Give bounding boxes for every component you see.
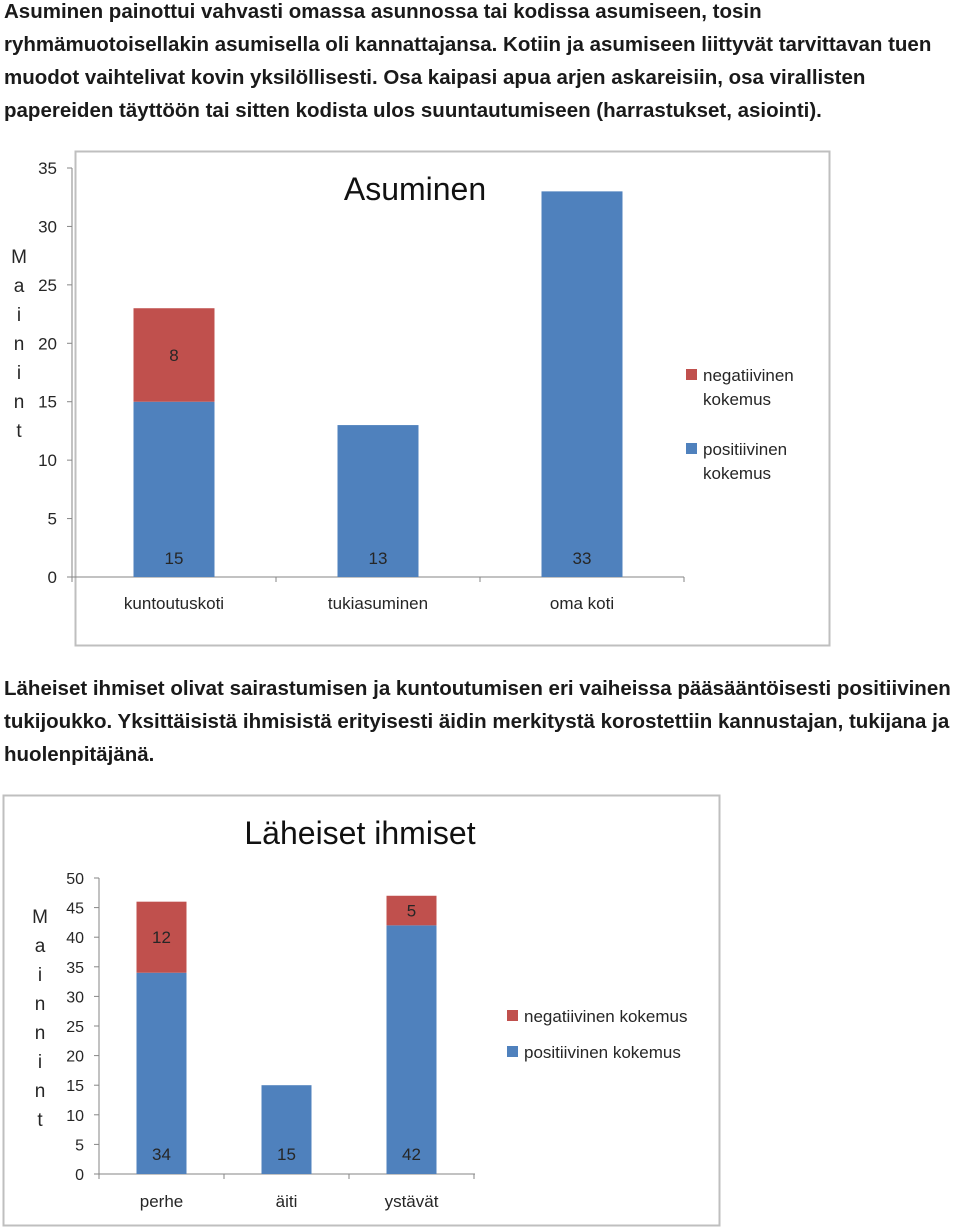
- category-label: kuntoutuskoti: [124, 594, 224, 613]
- data-label-positive: 13: [369, 549, 388, 568]
- legend-label: positiivinen kokemus: [524, 1043, 681, 1062]
- intro-paragraph: Asuminen painottui vahvasti omassa asunn…: [4, 0, 932, 122]
- category-label: perhe: [140, 1192, 183, 1211]
- y-axis-label-char: M: [11, 247, 27, 268]
- y-axis-label-char: M: [32, 907, 48, 928]
- data-label-negative: 5: [407, 902, 416, 921]
- bar-positive: [133, 401, 215, 577]
- y-tick-label: 5: [48, 510, 57, 529]
- category-label: tukiasuminen: [328, 594, 428, 613]
- y-tick-label: 0: [48, 568, 57, 587]
- data-label-positive: 42: [402, 1145, 421, 1164]
- legend-label: negatiivinen kokemus: [524, 1007, 687, 1026]
- y-tick-label: 30: [66, 989, 84, 1006]
- y-axis-label-char: n: [14, 334, 25, 355]
- chart-title: Asuminen: [344, 171, 486, 207]
- y-axis-label-char: n: [14, 392, 25, 413]
- y-tick-label: 20: [38, 334, 57, 353]
- bar-positive: [386, 925, 437, 1174]
- bar-negative: [136, 901, 187, 973]
- y-tick-label: 10: [38, 451, 57, 470]
- chart-frame: [2, 794, 721, 1227]
- legend-label: positiivinen kokemus: [703, 440, 787, 483]
- data-label-negative: 12: [152, 928, 171, 947]
- legend-swatch: [507, 1010, 518, 1021]
- y-tick-label: 10: [66, 1108, 84, 1125]
- y-tick-label: 25: [38, 276, 57, 295]
- bar-negative: [386, 895, 437, 926]
- data-label-positive: 33: [573, 549, 592, 568]
- y-tick-label: 40: [66, 930, 84, 947]
- bar-negative: [133, 308, 215, 402]
- data-label-positive: 15: [277, 1145, 296, 1164]
- y-axis-label-char: n: [35, 994, 46, 1015]
- y-axis-label-char: t: [16, 421, 22, 442]
- y-tick-label: 35: [38, 159, 57, 178]
- data-label-negative: 8: [169, 346, 178, 365]
- y-axis-label-char: i: [38, 1052, 42, 1073]
- legend-label: negatiivinen kokemus: [703, 366, 794, 409]
- y-axis-label-char: i: [17, 305, 21, 326]
- legend-swatch: [507, 1046, 518, 1057]
- y-axis-label-char: t: [37, 1110, 43, 1131]
- data-label-positive: 34: [152, 1145, 171, 1164]
- asuminen-chart: 05101520253035MainintAsuminen158kuntoutu…: [11, 150, 831, 647]
- y-tick-label: 5: [75, 1137, 84, 1154]
- bar-positive: [541, 191, 623, 577]
- y-tick-label: 30: [38, 217, 57, 236]
- y-axis-label-char: i: [38, 965, 42, 986]
- y-tick-label: 25: [66, 1019, 84, 1036]
- legend-swatch: [686, 369, 697, 380]
- category-label: oma koti: [550, 594, 614, 613]
- y-tick-label: 15: [38, 393, 57, 412]
- bar-positive: [337, 425, 419, 577]
- middle-paragraph: Läheiset ihmiset olivat sairastumisen ja…: [4, 677, 951, 766]
- category-label: ystävät: [385, 1192, 439, 1211]
- y-tick-label: 50: [66, 871, 84, 888]
- y-axis-label-char: n: [35, 1081, 46, 1102]
- y-tick-label: 45: [66, 901, 84, 918]
- y-tick-label: 20: [66, 1049, 84, 1066]
- category-label: äiti: [276, 1192, 298, 1211]
- y-axis-label-char: a: [14, 276, 25, 297]
- y-tick-label: 15: [66, 1078, 84, 1095]
- data-label-positive: 15: [165, 549, 184, 568]
- y-tick-label: 35: [66, 960, 84, 977]
- bar-positive: [261, 1085, 312, 1174]
- y-axis-label-char: n: [35, 1023, 46, 1044]
- y-axis-label-char: a: [35, 936, 46, 957]
- y-axis-label-char: i: [17, 363, 21, 384]
- y-tick-label: 0: [75, 1167, 84, 1184]
- chart-title: Läheiset ihmiset: [244, 815, 475, 851]
- legend-swatch: [686, 443, 697, 454]
- bar-positive: [136, 972, 187, 1174]
